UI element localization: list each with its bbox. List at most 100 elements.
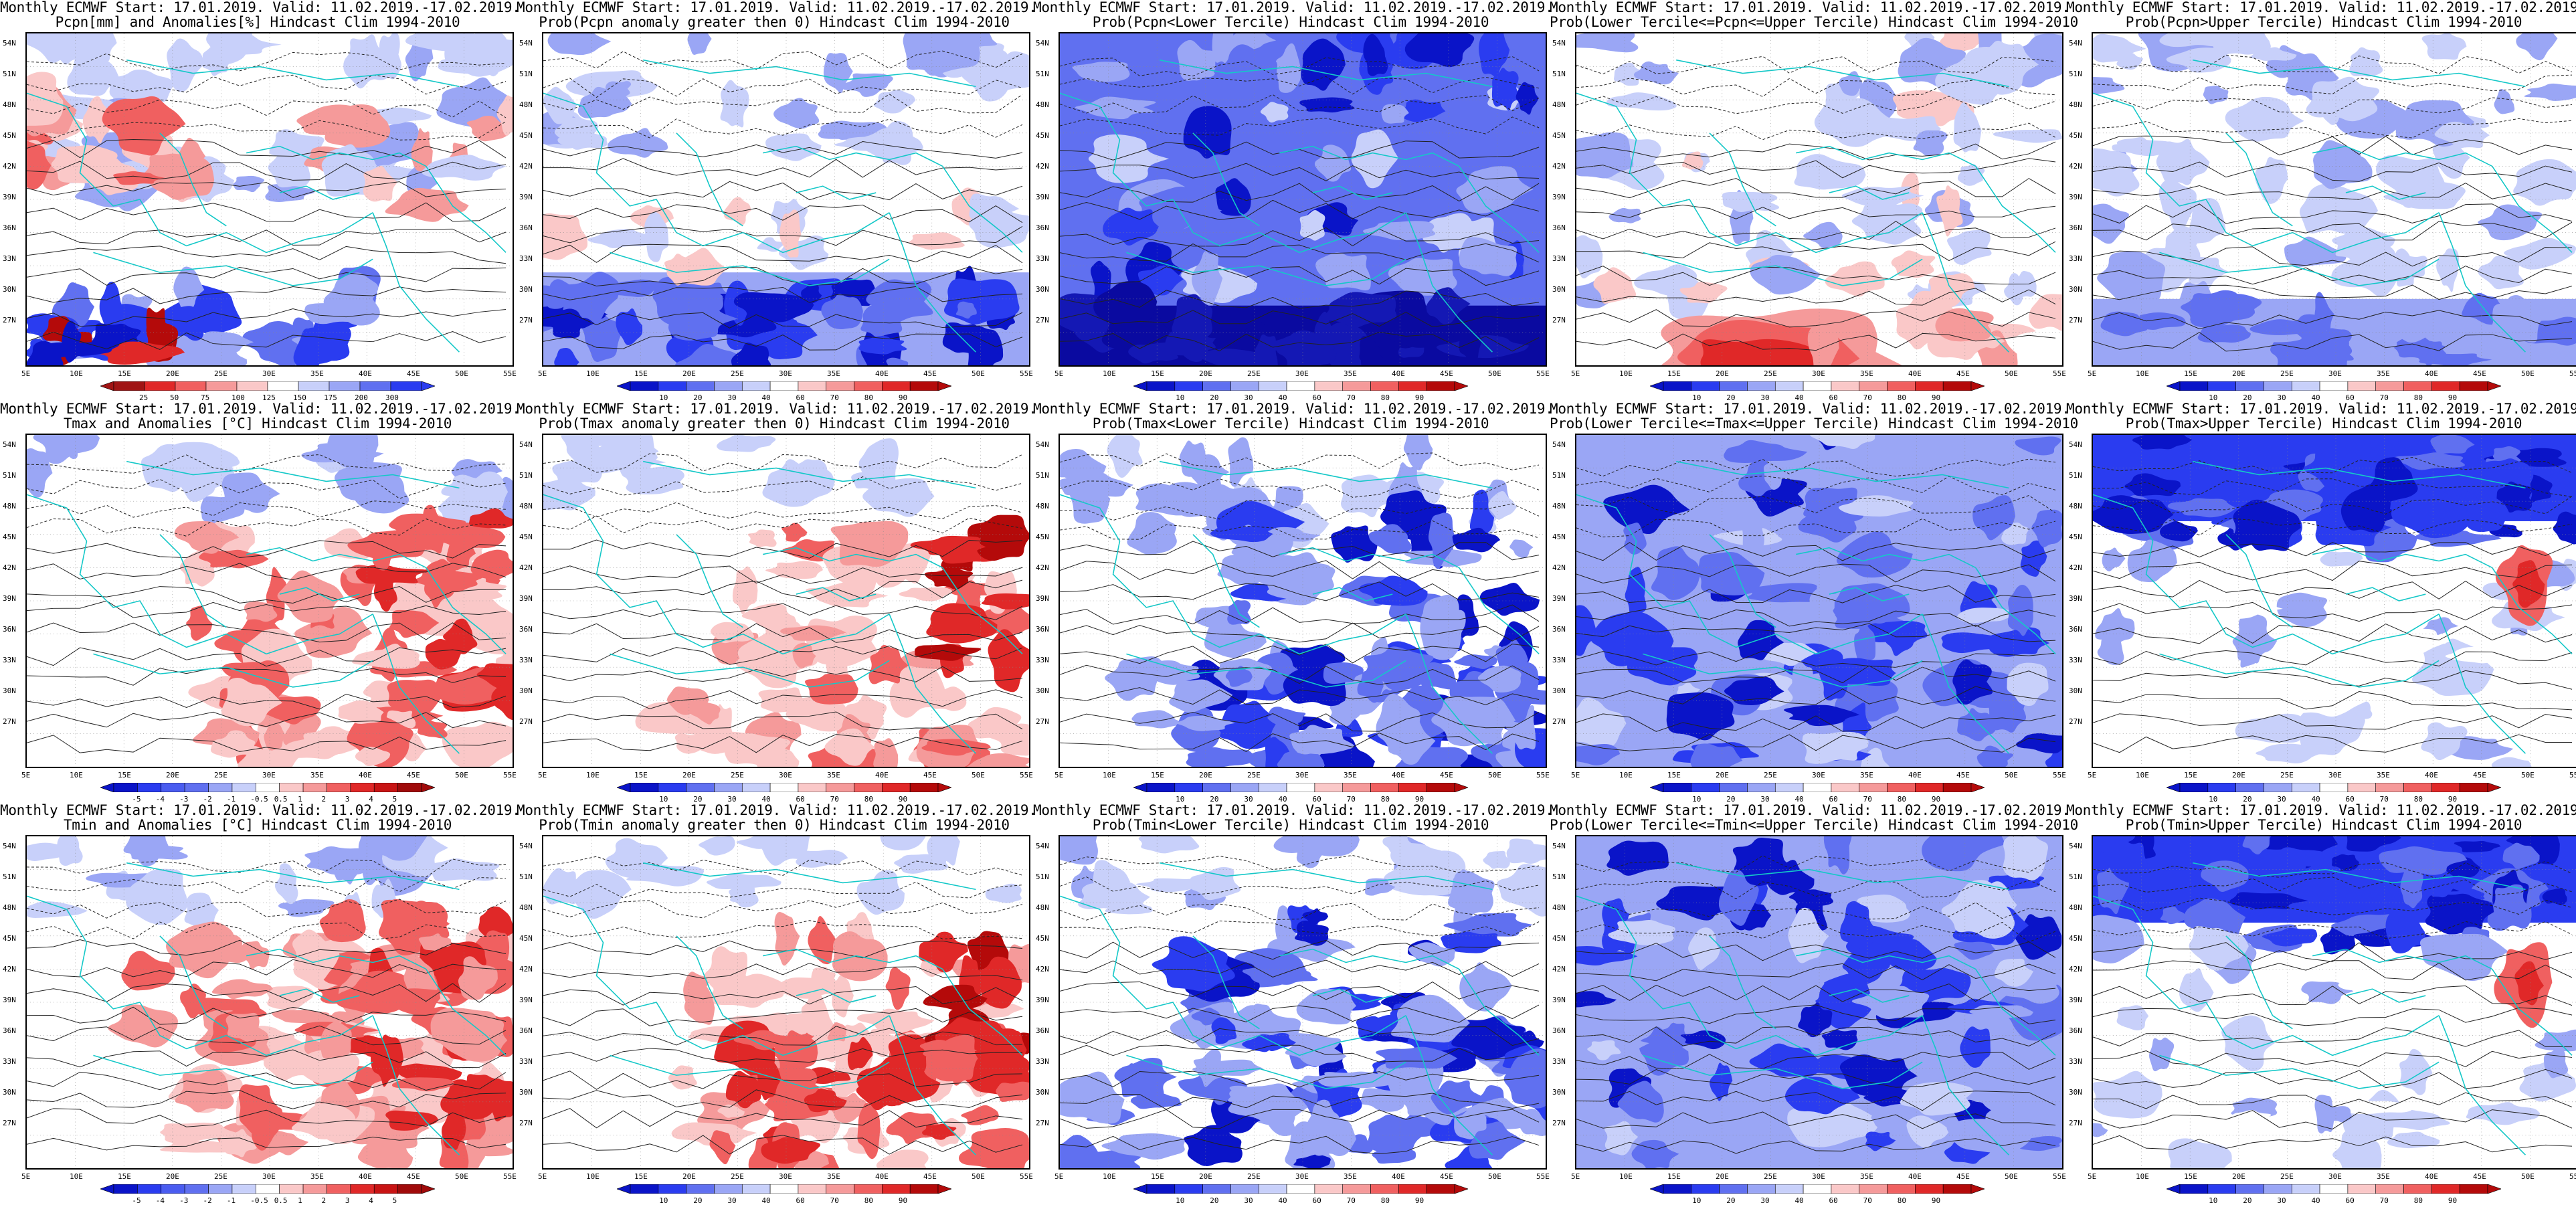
- latitude-label: 39N: [2069, 996, 2082, 1004]
- latitude-label: 36N: [519, 223, 533, 232]
- latitude-label: 48N: [3, 502, 16, 511]
- panel-title: Monthly ECMWF Start: 17.01.2019. Valid: …: [1550, 401, 2078, 431]
- latitude-label: 54N: [519, 39, 533, 48]
- longitude-label: 35E: [2377, 771, 2390, 779]
- longitude-label: 20E: [2232, 771, 2245, 779]
- latitude-label: 33N: [2069, 1057, 2082, 1066]
- colorbar-tick-label: 30: [727, 1196, 737, 1205]
- longitude-label: 55E: [503, 369, 517, 378]
- colorbar-tick-label: 30: [1760, 393, 1770, 402]
- longitude-label: 50E: [2521, 369, 2535, 378]
- longitude-label: 35E: [310, 369, 324, 378]
- latitude-label: 33N: [1036, 254, 1049, 263]
- latitude-label: 39N: [3, 594, 16, 603]
- map-panel: Monthly ECMWF Start: 17.01.2019. Valid: …: [1550, 401, 2078, 804]
- panel-title: Monthly ECMWF Start: 17.01.2019. Valid: …: [2066, 401, 2576, 431]
- panel-title-line2: Prob(Pcpn anomaly greater then 0) Hindca…: [539, 14, 1010, 30]
- colorbar-tick-label: 80: [1897, 795, 1907, 804]
- latitude-label: 36N: [519, 1026, 533, 1035]
- latitude-label: 51N: [1036, 471, 1049, 480]
- colorbar-tick-label: -1: [226, 1196, 236, 1205]
- longitude-label: 40E: [875, 771, 889, 779]
- longitude-label: 50E: [972, 369, 985, 378]
- longitude-label: 30E: [2328, 1172, 2342, 1181]
- colorbar-tick-label: -4: [155, 795, 165, 804]
- latitude-label: 54N: [3, 842, 16, 850]
- longitude-label: 25E: [731, 1172, 744, 1181]
- latitude-label: 45N: [519, 533, 533, 541]
- longitude-label: 45E: [1440, 1172, 1453, 1181]
- latitude-label: 33N: [3, 656, 16, 664]
- forecast-map: [542, 434, 1030, 768]
- panel-title: Monthly ECMWF Start: 17.01.2019. Valid: …: [517, 0, 1037, 30]
- colorbar-tick-label: 60: [1829, 1196, 1838, 1205]
- longitude-label: 15E: [634, 1172, 648, 1181]
- latitude-label: 54N: [519, 440, 533, 449]
- longitude-label: 20E: [1199, 1172, 1212, 1181]
- latitude-label: 30N: [519, 285, 533, 294]
- panel-title: Monthly ECMWF Start: 17.01.2019. Valid: …: [517, 401, 1037, 431]
- latitude-label: 30N: [3, 1088, 16, 1097]
- colorbar-tick-label: 30: [1244, 393, 1253, 402]
- latitude-label: 39N: [519, 594, 533, 603]
- longitude-label: 20E: [682, 1172, 696, 1181]
- latitude-label: 30N: [519, 686, 533, 695]
- colorbar-tick-label: 80: [1380, 795, 1390, 804]
- longitude-label: 45E: [923, 1172, 937, 1181]
- map-field: [1576, 435, 2062, 767]
- longitude-label: 55E: [1020, 771, 1033, 779]
- colorbar-tick-label: 20: [1210, 795, 1219, 804]
- latitude-label: 33N: [519, 1057, 533, 1066]
- panel-title-line2: Prob(Tmax>Upper Tercile) Hindcast Clim 1…: [2125, 415, 2522, 432]
- colorbar-tick-label: 90: [898, 1196, 908, 1205]
- latitude-label: 48N: [519, 100, 533, 109]
- longitude-label: 45E: [407, 1172, 420, 1181]
- longitude-label: 45E: [1956, 1172, 1970, 1181]
- colorbar-tick-label: 60: [1312, 795, 1321, 804]
- latitude-label: 51N: [519, 872, 533, 881]
- longitude-label: 15E: [1151, 369, 1164, 378]
- map-panel: Monthly ECMWF Start: 17.01.2019. Valid: …: [1550, 802, 2078, 1205]
- panel-title-line1: Monthly ECMWF Start: 17.01.2019. Valid: …: [1550, 802, 2070, 818]
- colorbar-tick-label: 30: [1760, 795, 1770, 804]
- longitude-label: 10E: [2136, 771, 2149, 779]
- map-field: [1060, 836, 1546, 1168]
- latitude-label: 36N: [1036, 1026, 1049, 1035]
- latitude-label: 33N: [1036, 656, 1049, 664]
- colorbar-tick-label: 90: [2448, 795, 2458, 804]
- longitude-label: 5E: [1571, 1172, 1580, 1181]
- colorbar-tick-label: 70: [830, 795, 839, 804]
- panel-title: Monthly ECMWF Start: 17.01.2019. Valid: …: [1550, 0, 2078, 29]
- colorbar-tick-label: 60: [1312, 1196, 1321, 1205]
- colorbar-tick-label: 30: [1760, 1196, 1770, 1205]
- colorbar-tick-label: 20: [1210, 393, 1219, 402]
- latitude-label: 48N: [2069, 903, 2082, 912]
- longitude-label: 35E: [827, 1172, 840, 1181]
- colorbar-tick-label: 70: [1863, 1196, 1872, 1205]
- longitude-label: 10E: [1103, 1172, 1116, 1181]
- longitude-label: 50E: [2521, 771, 2535, 779]
- longitude-label: 50E: [455, 1172, 468, 1181]
- longitude-label: 30E: [1812, 1172, 1825, 1181]
- colorbar-tick-label: 30: [727, 393, 737, 402]
- colorbar-tick-label: 90: [2448, 1196, 2458, 1205]
- colorbar-tick-label: -2: [203, 1196, 212, 1205]
- latitude-label: 30N: [519, 1088, 533, 1097]
- longitude-label: 25E: [214, 771, 227, 779]
- latitude-label: 51N: [519, 70, 533, 78]
- panel-title-line1: Monthly ECMWF Start: 17.01.2019. Valid: …: [517, 802, 1037, 818]
- longitude-label: 10E: [70, 1172, 83, 1181]
- latitude-label: 45N: [519, 934, 533, 943]
- longitude-label: 15E: [1667, 1172, 1681, 1181]
- longitude-label: 10E: [1619, 771, 1633, 779]
- colorbar-tick-label: -3: [179, 1196, 189, 1205]
- latitude-label: 42N: [3, 563, 16, 572]
- panel-title-line1: Monthly ECMWF Start: 17.01.2019. Valid: …: [1033, 401, 1554, 417]
- colorbar-tick-label: 90: [1414, 393, 1424, 402]
- latitude-label: 33N: [519, 656, 533, 664]
- colorbar-tick-label: 80: [2413, 1196, 2423, 1205]
- latitude-label: 45N: [1036, 934, 1049, 943]
- longitude-label: 45E: [1440, 369, 1453, 378]
- latitude-label: 39N: [1036, 594, 1049, 603]
- map-panel: Monthly ECMWF Start: 17.01.2019. Valid: …: [2066, 803, 2576, 1205]
